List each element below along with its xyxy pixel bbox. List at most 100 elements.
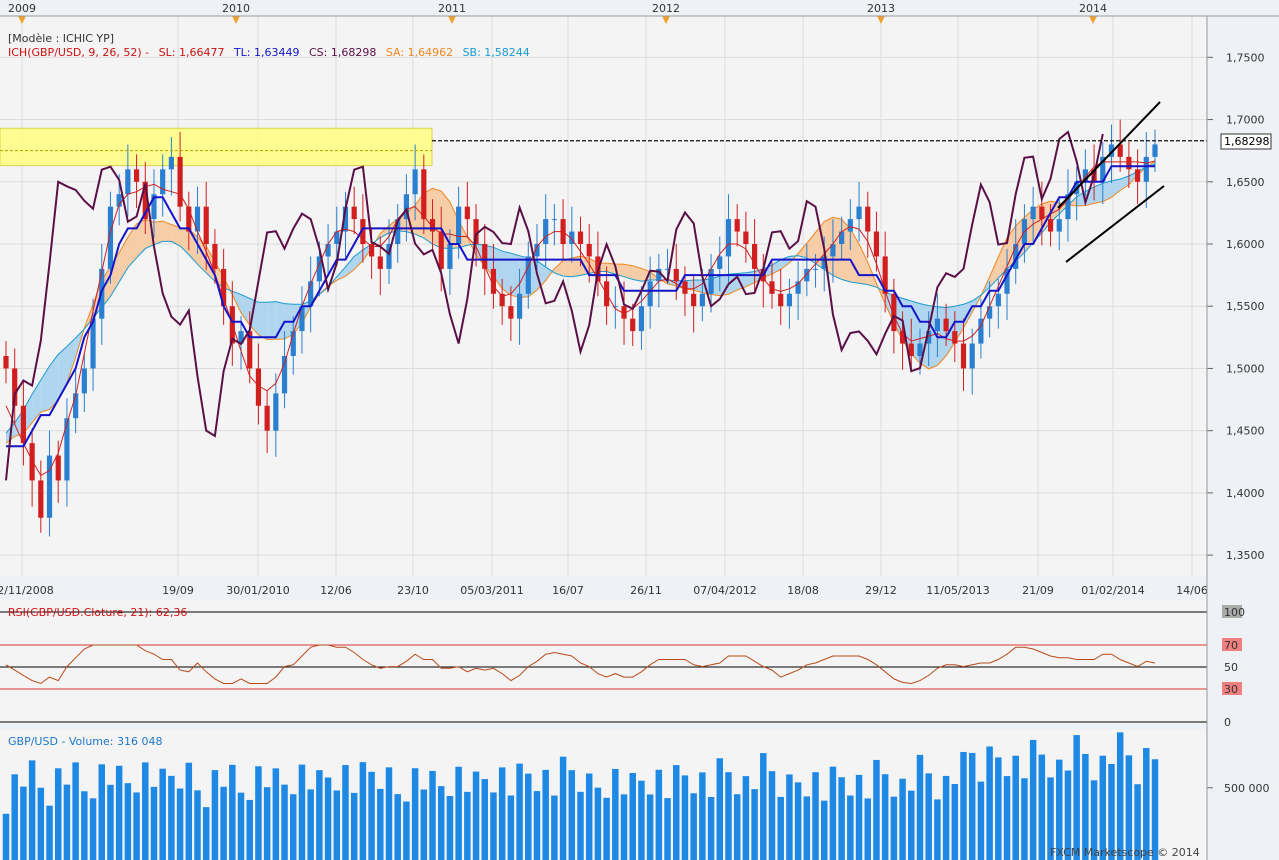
candle-body: [516, 293, 523, 319]
candle-body: [194, 206, 201, 232]
volume-bar: [220, 786, 227, 860]
candle-body: [525, 256, 531, 294]
model-label: [Modèle : ICHIC YP]: [8, 32, 114, 45]
candle-body: [160, 169, 166, 195]
volume-bar: [54, 768, 62, 860]
volume-bar: [664, 798, 671, 860]
date-label: 26/11: [630, 584, 662, 597]
volume-bar: [246, 799, 253, 860]
senkou-b-line: [5, 163, 1156, 434]
volume-bar: [481, 779, 488, 860]
kumo-segment: [40, 365, 50, 413]
candle-body: [395, 219, 401, 244]
legend-tl: TL: 1,63449: [233, 46, 300, 59]
volume-bar: [777, 796, 784, 860]
kumo-segment: [66, 338, 76, 384]
volume-bar: [725, 772, 732, 860]
volume-bar: [377, 788, 384, 860]
volume-bar: [1038, 754, 1046, 860]
year-marker: [877, 16, 885, 24]
volume-bar: [107, 784, 114, 860]
candle-body: [342, 206, 349, 232]
candle-body: [891, 293, 897, 332]
resistance-zone: [0, 127, 433, 167]
volume-bar: [655, 769, 663, 860]
volume-bar: [333, 790, 341, 860]
candle-body: [1117, 144, 1123, 157]
legend-sb: SB: 1,58244: [463, 46, 530, 59]
volume-bar: [255, 766, 262, 860]
volume-bar: [733, 794, 741, 860]
volume-bar: [272, 768, 280, 860]
volume-bar: [237, 792, 245, 860]
trend-channel: [432, 101, 1207, 263]
volume-label: GBP/USD - Volume: 316 048: [8, 735, 162, 748]
rsi-tick-bg: [1222, 660, 1242, 673]
candle-body: [586, 244, 592, 257]
candle-body: [186, 206, 192, 232]
volume-bar: [37, 787, 45, 860]
candle-body: [46, 455, 53, 518]
rsi-tick-bg: [1222, 605, 1242, 618]
volume-bar: [63, 784, 71, 860]
candle-body: [133, 169, 140, 182]
candle-body: [1082, 169, 1088, 182]
candle-body: [107, 206, 114, 269]
candle-body: [203, 206, 209, 244]
candle-body: [1126, 156, 1132, 170]
candle-body: [360, 219, 366, 244]
current-price-label: 1,68298: [1224, 135, 1270, 148]
date-label: 21/09: [1022, 584, 1054, 597]
candle-body: [255, 368, 262, 406]
year-marker: [18, 16, 26, 24]
volume-bar: [498, 767, 506, 860]
date-label: 18/08: [787, 584, 819, 597]
volume-bar: [977, 781, 985, 860]
volume-bar: [1064, 770, 1072, 860]
gridlines: [0, 16, 1207, 576]
candle-body: [873, 231, 880, 257]
kumo-segment: [171, 224, 181, 246]
candle-body: [308, 281, 314, 307]
volume-bar: [307, 789, 314, 860]
kumo-segment: [162, 221, 172, 242]
volume-bar: [620, 794, 628, 860]
volume-bar: [185, 762, 193, 860]
candle-body: [569, 231, 575, 244]
candle-body: [769, 281, 775, 294]
candle-body: [943, 318, 949, 332]
volume-bar: [133, 792, 140, 860]
volume-bar: [855, 774, 863, 860]
candle-body: [612, 306, 618, 308]
volume-bar: [507, 795, 515, 860]
volume-bar: [316, 770, 323, 860]
volume-bar: [1134, 784, 1141, 860]
volume-bar: [290, 794, 297, 860]
volume-bar: [263, 787, 271, 860]
volume-bar: [472, 771, 480, 860]
volume-bar: [420, 789, 428, 860]
candle-body: [1004, 268, 1010, 294]
candle-body: [1143, 156, 1149, 182]
candle-body: [847, 219, 853, 232]
rsi-tick-label: 30: [1224, 683, 1238, 696]
chikou-span-line: [5, 130, 1104, 481]
candle-body: [264, 405, 270, 431]
legend-sl: SL: 1,66477: [159, 46, 225, 59]
rsi-panel[interactable]: [0, 600, 1207, 724]
volume-bar: [89, 798, 97, 860]
price-tick-label: 1,4500: [1226, 425, 1265, 438]
candle-body: [221, 268, 227, 307]
volume-bar: [899, 778, 906, 860]
price-panel[interactable]: [0, 16, 1207, 576]
candle-body: [830, 244, 836, 257]
tenkan-sen-line: [5, 160, 1156, 477]
volume-bar: [638, 780, 645, 860]
candle-body: [403, 194, 410, 220]
candle-body: [908, 343, 914, 356]
channel-lower-line: [1065, 185, 1165, 263]
volume-bar: [298, 764, 306, 860]
candle-body: [786, 293, 793, 307]
candle-body: [212, 244, 218, 269]
